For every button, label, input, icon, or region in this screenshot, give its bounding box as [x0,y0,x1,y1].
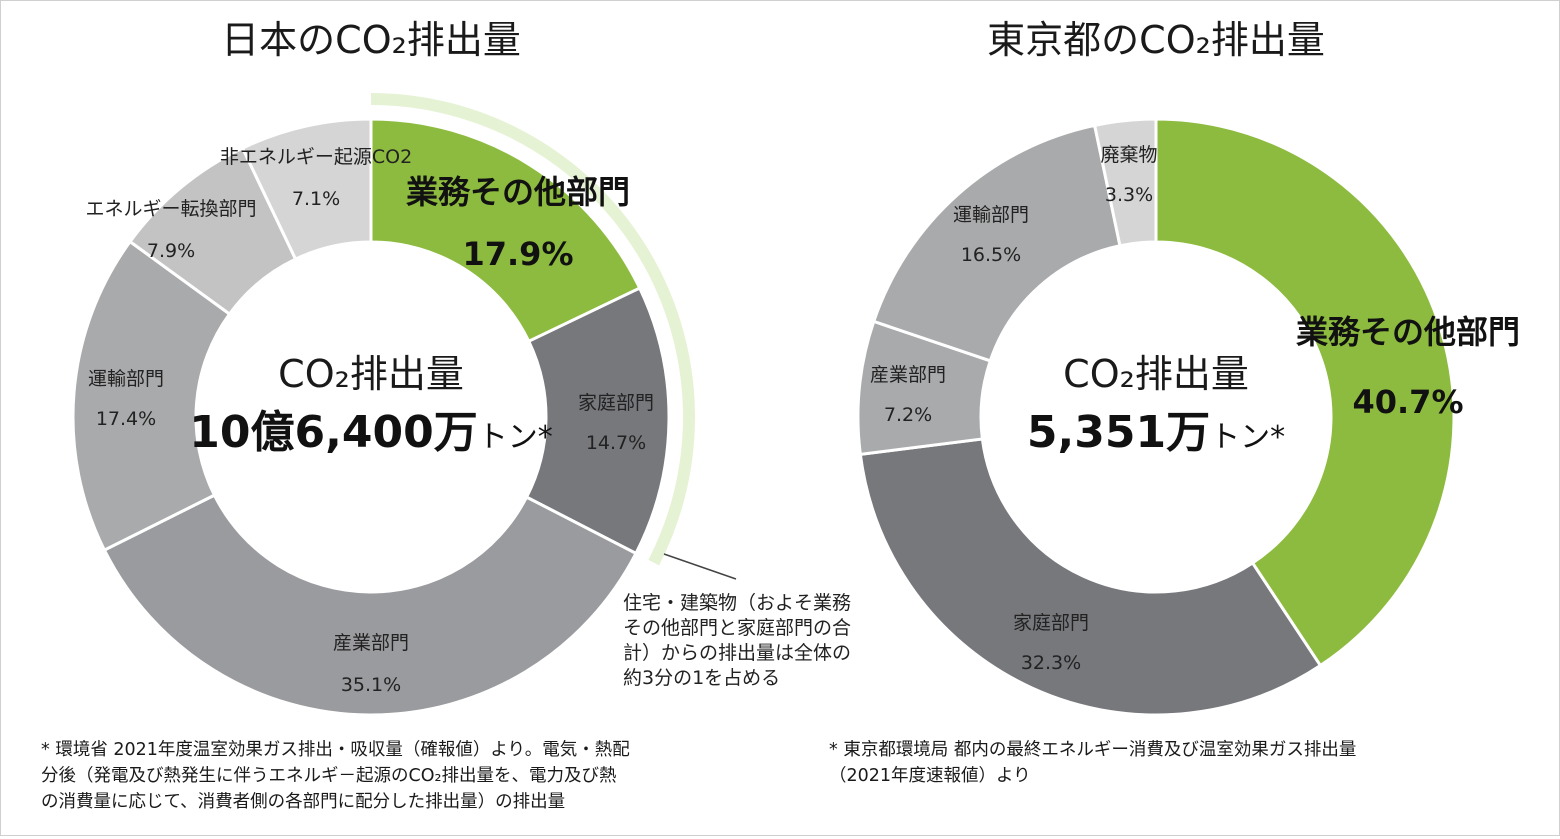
japan-slice-0-value: 17.9% [462,235,573,273]
tokyo-slice-1-value: 32.3% [1021,652,1081,674]
tokyo-slice-4 [1092,117,1158,248]
japan-slice-1 [524,286,671,556]
tokyo-slice-0-label: 業務その他部門 [1296,313,1520,351]
japan-slice-0-label: 業務その他部門 [406,173,630,211]
tokyo-slice-0-value: 40.7% [1352,383,1463,421]
tokyo-slice-2-value: 7.2% [884,404,932,426]
tokyo-slice-3-label: 運輸部門 [953,204,1029,226]
japan-housing-highlight-arc [370,93,695,566]
tokyo-slice-3-value: 16.5% [961,244,1021,266]
tokyo-chart-title: 東京都のCO₂排出量 [987,18,1325,62]
tokyo-slice-2-label: 産業部門 [870,364,946,386]
japan-slice-4-value: 7.9% [147,240,195,262]
japan-footnote-line-2: 分後（発電及び熱発生に伴うエネルギ－起源のCO₂排出量を、電力及び熱 [41,766,617,786]
japan-center-total: 10億6,400万トン* [189,407,552,458]
japan-annotation-leader [663,553,737,580]
japan-slice-2-label: 産業部門 [333,632,409,654]
japan-slice-1-value: 14.7% [586,432,646,454]
japan-slice-4-label: エネルギー転換部門 [85,198,256,220]
japan-slice-1-label: 家庭部門 [578,392,654,414]
tokyo-center-label: CO₂排出量 [1063,352,1249,396]
tokyo-slice-0 [1154,117,1456,668]
japan-slices: 業務その他部門 17.9% 家庭部門 14.7% 産業部門 35.1% 運輸部門 17.4% エ… [71,117,671,717]
japan-center-value: 10億6,400万 [189,407,477,458]
tokyo-center-total: 5,351万トン* [1027,407,1285,458]
tokyo-slice-1-label: 家庭部門 [1013,612,1089,634]
tokyo-center-value: 5,351万 [1027,407,1210,458]
tokyo-chart: 東京都のCO₂排出量 業務その他部門 40.7% 家庭部門 32.3% 産業部門 7.2%… [829,18,1520,786]
tokyo-slice-4-label: 廃棄物 [1100,144,1157,166]
japan-annotation-line-2: その他部門と家庭部門の合 [623,617,851,639]
tokyo-slice-3 [871,123,1122,363]
japan-chart-title: 日本のCO₂排出量 [221,18,521,62]
japan-slice-0 [369,117,642,344]
japan-slice-5 [240,117,373,262]
tokyo-footnote-line-1: * 東京都環境局 都内の最終エネルギー消費及び温室効果ガス排出量 [829,740,1356,760]
japan-footnote-line-1: * 環境省 2021年度温室効果ガス排出・吸収量（確報値）より。電気・熱配 [41,740,630,760]
japan-slice-5-value: 7.1% [292,188,340,210]
tokyo-slice-1 [858,437,1323,717]
japan-center-unit: トン* [478,420,553,455]
japan-slice-5-label: 非エネルギー起源CO2 [220,146,412,168]
japan-footnote-line-3: の消費量に応じて、消費者側の各部門に配分した排出量）の排出量 [41,792,565,812]
japan-center-label: CO₂排出量 [278,352,464,396]
japan-annotation-line-1: 住宅・建築物（およそ業務 [623,592,851,614]
japan-slice-3-value: 17.4% [96,408,156,430]
japan-chart: 日本のCO₂排出量 業務その他部門 17.9% 家庭部門 14.7% 産業部門 35.1%… [41,18,851,812]
tokyo-slice-4-value: 3.3% [1105,184,1153,206]
japan-slice-2-value: 35.1% [341,674,401,696]
japan-annotation-line-4: 約3分の1を占める [623,667,780,689]
japan-slice-3-label: 運輸部門 [88,368,164,390]
tokyo-footnote-line-2: （2021年度速報値）より [829,766,1031,786]
japan-annotation-line-3: 計）からの排出量は全体の [623,642,851,664]
japan-slice-3 [71,239,232,553]
japan-slice-2 [102,493,638,717]
tokyo-center-unit: トン* [1210,420,1285,455]
tokyo-slices: 業務その他部門 40.7% 家庭部門 32.3% 産業部門 7.2% 運輸部門 16.5% 廃棄… [856,117,1520,717]
